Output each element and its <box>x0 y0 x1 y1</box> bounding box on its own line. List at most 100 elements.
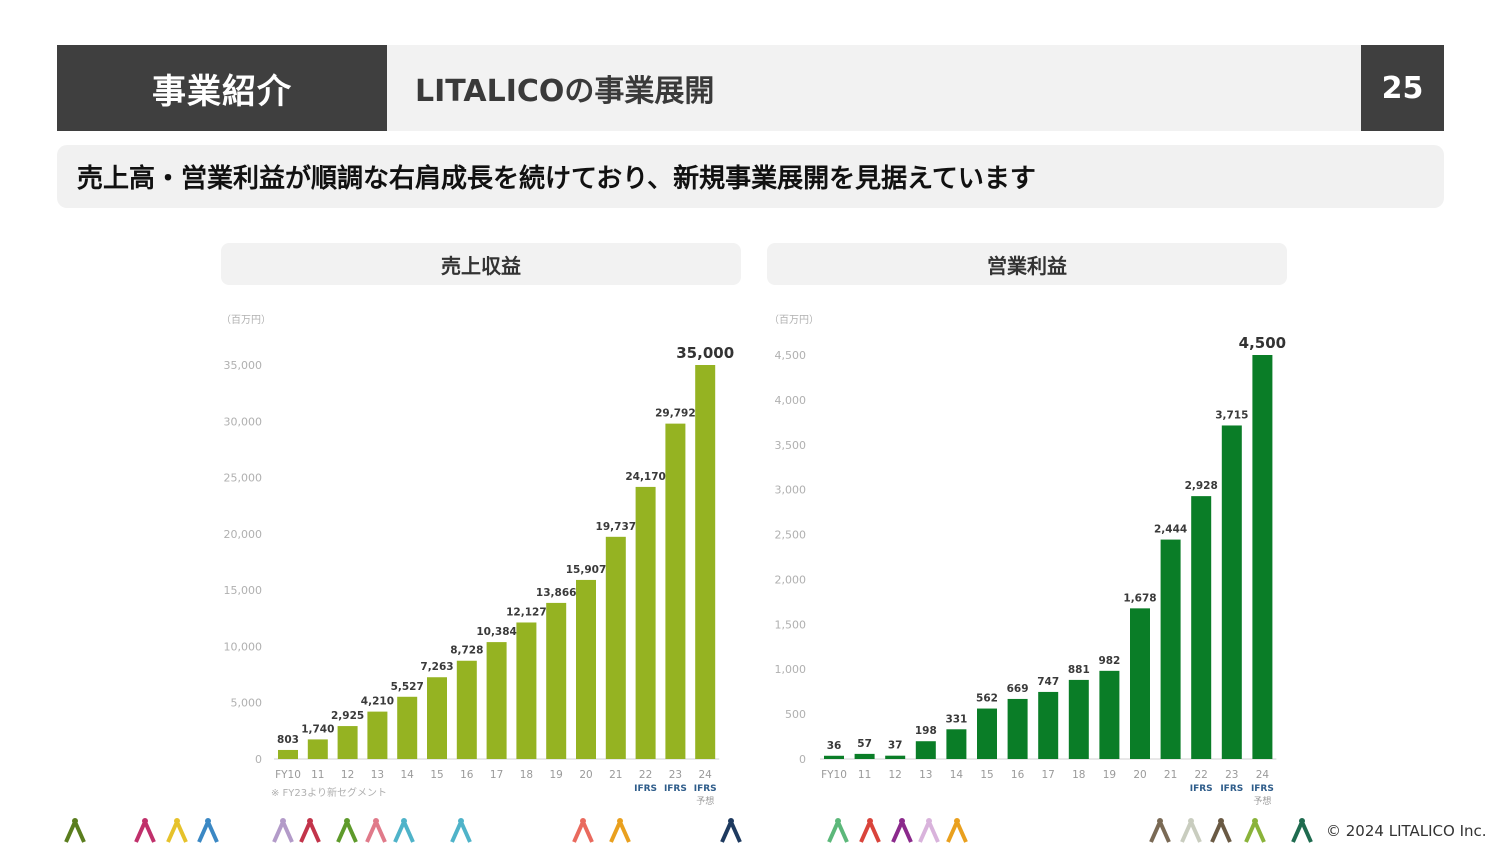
profit-value-label: 3,715 <box>1215 409 1248 421</box>
profit-ytick-label: 1,500 <box>775 618 807 631</box>
profit-xtick-label: 17 <box>1042 769 1055 781</box>
revenue-bar <box>665 423 686 759</box>
revenue-ifrs-note: IFRS <box>664 784 687 794</box>
profit-bar <box>1038 691 1059 759</box>
revenue-ytick-label: 35,000 <box>224 359 263 372</box>
profit-bar <box>885 755 906 759</box>
figure-icon <box>450 818 472 843</box>
profit-xtick-label: 12 <box>889 769 902 781</box>
revenue-xtick-label: 15 <box>430 769 443 781</box>
figure-icon <box>1180 818 1202 843</box>
slide-subtitle: 売上高・営業利益が順調な右肩成長を続けており、新規事業展開を見据えています <box>57 145 1444 208</box>
revenue-bar <box>397 696 418 759</box>
revenue-value-label: 19,737 <box>596 521 637 533</box>
profit-bar <box>1252 355 1273 759</box>
page-number: 25 <box>1361 45 1444 131</box>
revenue-footnote: ※ FY23より新セグメント <box>271 786 387 799</box>
profit-xtick-label: 20 <box>1133 769 1146 781</box>
revenue-xtick-label: 14 <box>401 769 415 781</box>
profit-value-label: 57 <box>857 738 872 750</box>
profit-xtick-label: 23 <box>1225 769 1238 781</box>
revenue-bar <box>546 602 567 759</box>
profit-bar <box>1221 425 1242 759</box>
revenue-chart-title: 売上収益 <box>221 243 741 285</box>
profit-value-label: 36 <box>827 740 842 752</box>
profit-bar <box>854 753 875 759</box>
figure-icon <box>1244 818 1266 843</box>
revenue-xtick-label: 21 <box>609 769 622 781</box>
section-label: 事業紹介 <box>57 45 387 131</box>
revenue-bar <box>307 739 328 759</box>
revenue-value-label: 4,210 <box>361 696 394 708</box>
revenue-ytick-label: 15,000 <box>224 584 263 597</box>
profit-bar <box>1007 698 1028 759</box>
figure-icon <box>365 818 387 843</box>
revenue-xtick-label: FY10 <box>275 769 301 781</box>
profit-bar <box>1160 539 1181 759</box>
revenue-chart: （百万円） 0 5,000 10,000 15,000 20,000 25,000 30,00… <box>221 314 734 807</box>
figure-icon <box>336 818 358 843</box>
figure-icon <box>134 818 156 843</box>
figure-icon <box>197 818 219 843</box>
profit-chart: （百万円） 0 500 1,000 1,500 2,000 2,500 3,000 3,500 4… <box>769 314 1286 807</box>
revenue-value-label: 24,170 <box>625 471 666 483</box>
profit-xtick-label: 19 <box>1103 769 1116 781</box>
revenue-value-label: 8,728 <box>450 645 483 657</box>
profit-ytick-label: 4,000 <box>775 394 807 407</box>
revenue-xtick-label: 16 <box>460 769 474 781</box>
profit-ifrs-note: IFRS <box>1220 784 1243 794</box>
revenue-xtick-label: 20 <box>579 769 592 781</box>
profit-ytick-label: 1,000 <box>775 663 807 676</box>
page-title: LITALICOの事業展開 <box>387 45 1361 131</box>
profit-xtick-label: 11 <box>858 769 871 781</box>
revenue-bar <box>278 749 298 759</box>
figure-icon <box>891 818 913 843</box>
profit-forecast-note: 予想 <box>1253 795 1271 807</box>
footer-figures <box>64 818 1313 843</box>
profit-value-label: 881 <box>1068 664 1090 676</box>
revenue-ifrs-note: IFRS <box>634 784 657 794</box>
figure-icon <box>859 818 881 843</box>
profit-bar <box>824 755 844 759</box>
revenue-forecast-note: 予想 <box>696 795 714 807</box>
profit-ytick-label: 2,500 <box>775 529 807 542</box>
revenue-xtick-label: 12 <box>341 769 354 781</box>
revenue-value-label: 803 <box>277 734 299 746</box>
profit-ytick-label: 0 <box>799 753 806 766</box>
revenue-value-label: 29,792 <box>655 408 696 420</box>
profit-value-label: 37 <box>888 740 903 752</box>
profit-value-label: 1,678 <box>1123 592 1156 604</box>
revenue-xtick-label: 19 <box>550 769 563 781</box>
profit-xtick-label: 15 <box>980 769 993 781</box>
revenue-xtick-label: 13 <box>371 769 384 781</box>
figure-icon <box>946 818 968 843</box>
profit-xtick-label: 18 <box>1072 769 1085 781</box>
profit-bar <box>1099 670 1120 759</box>
profit-bar <box>1130 608 1150 759</box>
revenue-value-label: 2,925 <box>331 710 364 722</box>
profit-value-label: 198 <box>915 725 937 737</box>
revenue-xtick-label: 23 <box>669 769 682 781</box>
profit-xtick-label: FY10 <box>821 769 847 781</box>
profit-value-label: 331 <box>945 713 967 725</box>
profit-ifrs-note: IFRS <box>1251 784 1274 794</box>
profit-xtick-label: 16 <box>1011 769 1025 781</box>
revenue-ytick-label: 30,000 <box>224 415 263 428</box>
figure-icon <box>299 818 321 843</box>
profit-xtick-label: 22 <box>1195 769 1208 781</box>
revenue-value-label: 10,384 <box>476 626 517 638</box>
revenue-bar <box>337 726 358 759</box>
revenue-value-label: 13,866 <box>536 587 577 599</box>
figure-icon <box>1149 818 1171 843</box>
revenue-unit-label: （百万円） <box>221 314 271 326</box>
figure-icon <box>1291 818 1313 843</box>
revenue-bar <box>516 622 537 759</box>
revenue-ytick-label: 10,000 <box>224 640 263 653</box>
figure-icon <box>272 818 294 843</box>
figure-icon <box>64 818 86 843</box>
revenue-bar <box>427 677 447 759</box>
revenue-xtick-label: 17 <box>490 769 503 781</box>
profit-bar <box>915 741 936 759</box>
profit-value-label: 562 <box>976 693 998 705</box>
revenue-bar <box>576 579 596 759</box>
